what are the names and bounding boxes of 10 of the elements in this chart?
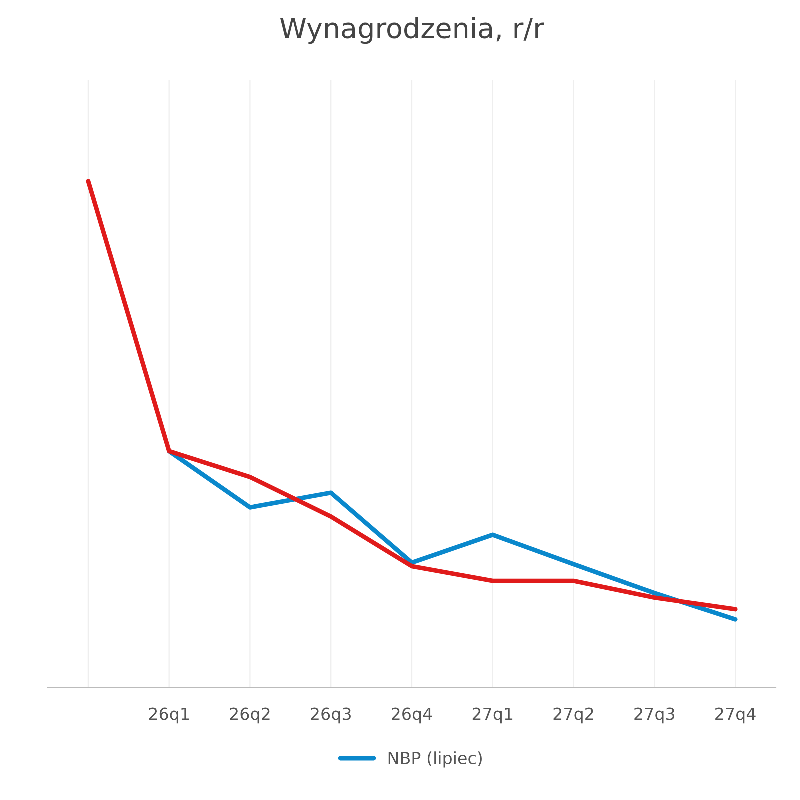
chart-title: Wynagrodzenia, r/r bbox=[280, 17, 544, 44]
legend-label: NBP (lipiec) bbox=[388, 752, 482, 768]
x-tick-label: 27q3 bbox=[634, 708, 675, 724]
x-tick-label: 26q3 bbox=[311, 708, 351, 724]
x-tick-label: 26q2 bbox=[230, 708, 270, 724]
x-tick-label: 26q1 bbox=[149, 708, 189, 724]
x-tick-label: 27q2 bbox=[554, 708, 594, 724]
x-tick-label: 27q1 bbox=[472, 708, 513, 724]
x-tick-label: 26q4 bbox=[392, 708, 432, 724]
x-tick-label: 27q4 bbox=[716, 708, 756, 724]
